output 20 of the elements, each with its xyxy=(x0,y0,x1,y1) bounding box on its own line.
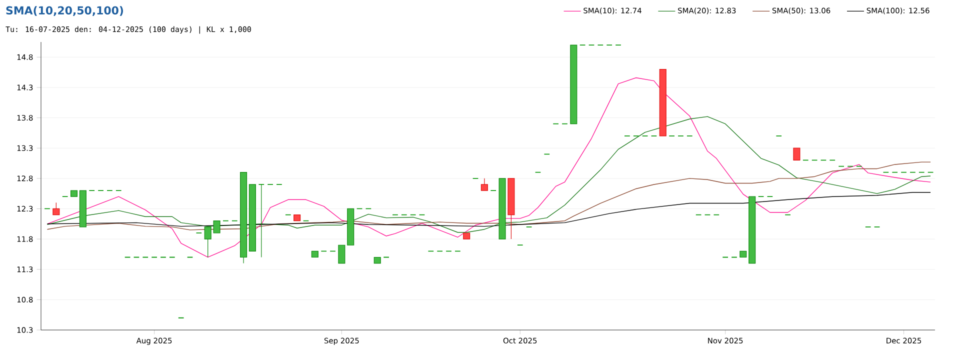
candlestick xyxy=(311,250,318,258)
chart-title: SMA(10,20,50,100) xyxy=(6,6,124,16)
candlestick xyxy=(374,256,381,264)
candlestick xyxy=(659,68,666,136)
candlestick xyxy=(79,190,86,228)
candlestick xyxy=(70,190,78,197)
candlestick xyxy=(52,202,60,216)
line-series xyxy=(46,77,931,258)
candlestick xyxy=(294,214,301,222)
candlestick xyxy=(258,184,265,258)
candlestick xyxy=(748,196,756,264)
candlestick xyxy=(347,208,354,246)
candlestick xyxy=(793,148,800,161)
candlestick xyxy=(740,250,747,258)
candlestick xyxy=(480,178,488,191)
candlestick xyxy=(498,178,506,240)
candlestick xyxy=(570,44,578,124)
candlestick xyxy=(463,232,470,240)
candlestick xyxy=(248,184,256,252)
candlestick xyxy=(338,244,346,264)
